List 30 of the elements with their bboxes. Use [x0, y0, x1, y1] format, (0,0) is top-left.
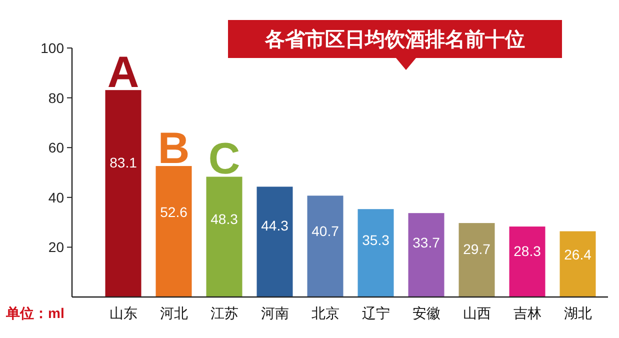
annotation: A	[107, 48, 140, 98]
x-tick-label: 吉林	[513, 305, 542, 321]
x-tick-label: 山西	[462, 305, 491, 321]
x-tick-label: 湖北	[564, 305, 592, 321]
data-label: 83.1	[110, 154, 138, 171]
data-label: 40.7	[312, 223, 340, 240]
data-label: 28.3	[514, 243, 542, 260]
annotation: B	[158, 124, 190, 174]
data-label: 35.3	[362, 232, 390, 248]
y-tick-label: 40	[48, 189, 64, 206]
chart-title: 各省市区日均饮酒排名前十位	[264, 28, 525, 51]
x-tick-label: 安徽	[412, 305, 440, 321]
y-tick-label: 20	[48, 239, 64, 256]
data-label: 29.7	[463, 240, 491, 257]
x-tick-label: 辽宁	[362, 305, 390, 321]
x-tick-label: 河北	[160, 305, 188, 321]
data-label: 48.3	[210, 210, 238, 227]
x-tick-label: 江苏	[210, 305, 238, 321]
y-tick-label: 60	[48, 140, 64, 156]
data-label: 26.4	[564, 246, 592, 262]
text: 单位：ml	[5, 305, 64, 321]
annotation: C	[208, 134, 240, 184]
y-tick-label: 100	[40, 40, 64, 56]
x-tick-label: 山东	[109, 305, 138, 321]
y-tick-label: 80	[48, 90, 64, 106]
data-label: 52.6	[160, 204, 188, 220]
x-tick-label: 北京	[311, 305, 340, 321]
data-label: 33.7	[412, 234, 440, 250]
x-tick-label: 河南	[260, 305, 289, 321]
data-label: 44.3	[261, 217, 289, 234]
